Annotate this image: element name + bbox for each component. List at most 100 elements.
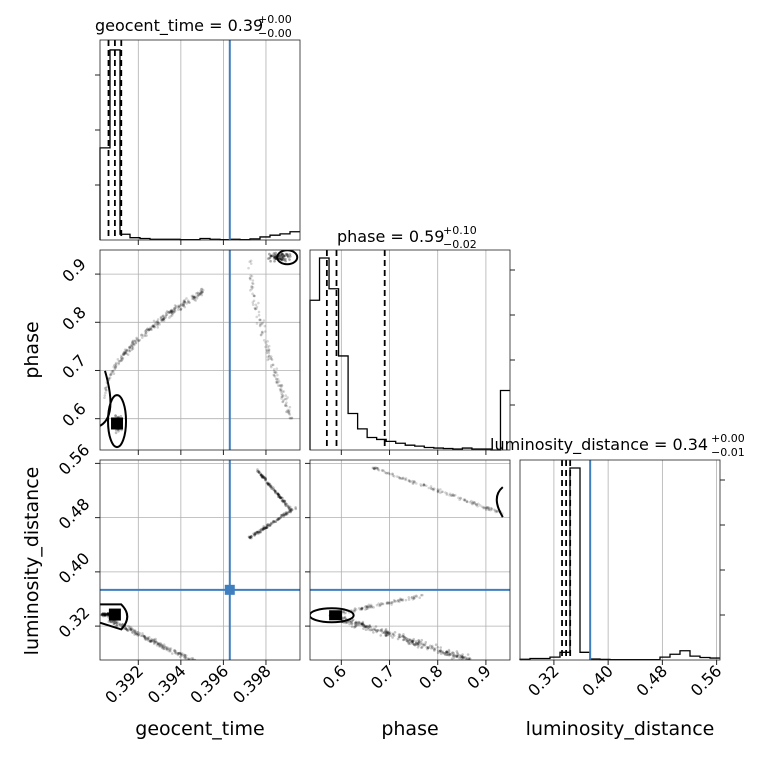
- sample-point: [112, 620, 115, 623]
- sample-point: [361, 624, 365, 628]
- sample-point: [259, 473, 263, 477]
- sample-point: [436, 649, 440, 652]
- sample-point: [416, 645, 420, 649]
- sample-point: [441, 651, 445, 655]
- sample-point: [455, 655, 458, 658]
- sample-point: [160, 319, 164, 322]
- sample-point: [149, 327, 152, 331]
- sample-point: [288, 413, 292, 416]
- sample-point: [365, 607, 368, 610]
- sample-point: [129, 628, 133, 632]
- sample-point: [280, 258, 283, 261]
- sample-point: [286, 505, 290, 508]
- sample-point: [288, 405, 292, 409]
- sample-point: [372, 627, 376, 630]
- sample-point: [261, 526, 265, 530]
- sample-point: [248, 536, 252, 539]
- panel-frame: [99, 459, 301, 661]
- sample-point: [179, 308, 183, 312]
- sample-point: [399, 598, 403, 601]
- sample-points: [100, 468, 298, 665]
- sample-point: [373, 466, 377, 470]
- sample-point: [433, 649, 436, 652]
- sample-point: [353, 607, 357, 610]
- sample-point: [261, 528, 264, 532]
- sample-point: [103, 612, 106, 616]
- sample-point: [272, 252, 276, 255]
- sample-point: [130, 626, 133, 630]
- sample-point: [118, 359, 122, 363]
- sample-point: [140, 334, 143, 337]
- sample-point: [151, 324, 155, 328]
- sample-point: [289, 510, 292, 514]
- sample-point: [289, 509, 293, 513]
- sample-point: [256, 470, 259, 473]
- sample-point: [183, 300, 187, 304]
- title-text: geocent_time = 0.39: [95, 16, 263, 36]
- sample-point: [249, 276, 252, 280]
- sample-point: [122, 353, 125, 356]
- sample-point: [194, 662, 197, 665]
- sample-point: [250, 535, 253, 538]
- sample-point: [429, 487, 433, 490]
- sample-point: [430, 644, 434, 648]
- sample-point: [272, 373, 275, 377]
- sample-point: [457, 496, 460, 500]
- sample-point: [165, 647, 169, 650]
- sample-point: [186, 299, 190, 303]
- sample-point: [162, 317, 166, 321]
- sample-point: [273, 520, 277, 523]
- sample-point: [272, 521, 275, 524]
- sample-point: [137, 339, 141, 343]
- sample-point: [361, 622, 365, 625]
- sample-point: [133, 629, 136, 632]
- title-text: phase = 0.59: [337, 227, 444, 246]
- sample-point: [153, 641, 157, 644]
- sample-point: [144, 637, 147, 640]
- sample-point: [162, 317, 165, 321]
- sample-point: [281, 400, 284, 404]
- sample-point: [436, 489, 440, 493]
- sample-point: [445, 650, 448, 654]
- sample-point: [401, 599, 404, 602]
- sample-point: [251, 281, 254, 285]
- sample-point: [396, 598, 400, 602]
- sample-point: [384, 629, 387, 632]
- sample-point: [267, 257, 270, 260]
- sample-point: [411, 482, 415, 485]
- sample-point: [179, 653, 183, 656]
- sample-point: [275, 371, 278, 374]
- sample-point: [460, 656, 463, 660]
- sample-point: [162, 645, 165, 649]
- sample-point: [253, 307, 257, 311]
- sample-point: [196, 291, 200, 295]
- sample-point: [357, 620, 361, 624]
- sample-point: [160, 643, 164, 647]
- sample-point: [146, 637, 150, 641]
- sample-point: [161, 318, 164, 321]
- sample-point: [353, 625, 357, 629]
- sample-point: [258, 531, 262, 534]
- sample-points: [310, 466, 504, 660]
- sample-point: [252, 294, 256, 298]
- sample-point: [386, 471, 390, 475]
- sample-point: [367, 603, 371, 607]
- histogram-step: [99, 49, 300, 241]
- y-axis-label-luminosity-distance: luminosity_distance: [21, 467, 43, 656]
- sample-point: [405, 639, 409, 643]
- sample-point: [190, 657, 193, 660]
- sample-point: [125, 349, 129, 352]
- sample-point: [364, 624, 367, 628]
- sample-point: [411, 642, 415, 645]
- sample-point: [439, 649, 442, 653]
- sample-point: [262, 476, 266, 480]
- sample-point: [126, 629, 129, 632]
- sample-point: [125, 349, 128, 353]
- sample-point: [385, 471, 388, 475]
- sample-point: [260, 330, 264, 334]
- sample-point: [272, 488, 275, 491]
- sample-point: [150, 325, 154, 329]
- sample-point: [436, 488, 440, 491]
- sample-point: [294, 507, 298, 511]
- sample-point: [272, 519, 275, 523]
